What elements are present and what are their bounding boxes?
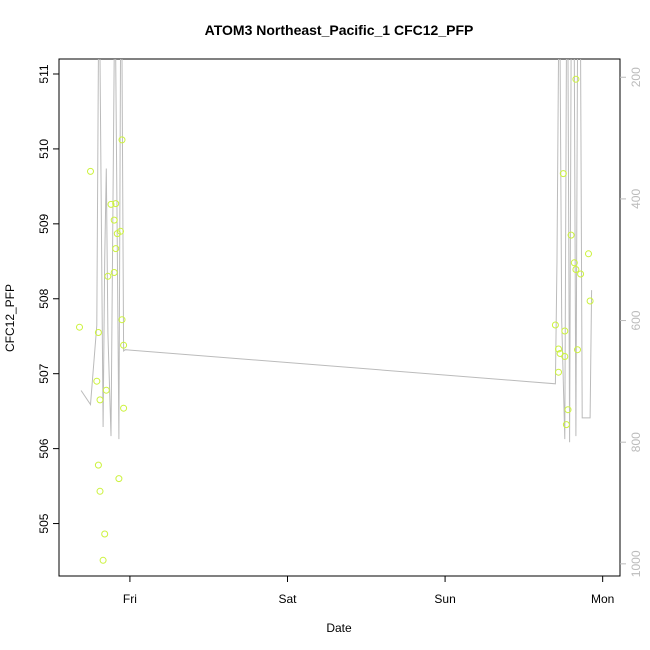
data-point (555, 345, 562, 353)
x-tick-label: Fri (123, 592, 137, 606)
data-point (115, 475, 123, 483)
y-tick-label: 505 (37, 513, 51, 533)
data-point (110, 269, 118, 276)
data-point (577, 270, 585, 278)
y-tick-label: 509 (37, 214, 51, 234)
data-point (570, 259, 578, 267)
x-tick-label: Sat (278, 592, 297, 606)
data-point (567, 231, 575, 239)
data-point (572, 266, 580, 273)
plot-area: 505 506 507 508 509 510 511 200 400 600 800 1000 Fri… (37, 58, 643, 606)
y2-tick-label: 800 (629, 432, 643, 452)
data-point (118, 136, 126, 144)
series-line (80, 59, 593, 443)
x-axis-label: Date (326, 621, 352, 635)
data-point (586, 297, 594, 305)
data-point (585, 250, 592, 258)
x-tick-label: Mon (591, 592, 614, 606)
data-point (104, 272, 112, 280)
y2-tick-label: 400 (629, 189, 643, 209)
data-point (561, 353, 569, 360)
data-point (561, 327, 569, 335)
y-tick-label: 507 (37, 363, 51, 383)
data-point (93, 377, 101, 385)
y2-tick-label: 600 (629, 310, 643, 330)
data-point (102, 386, 110, 394)
y-tick-label: 510 (37, 139, 51, 159)
data-point (120, 404, 128, 412)
data-point (94, 329, 102, 336)
data-point (94, 461, 102, 469)
data-point (562, 421, 570, 429)
x-tick-label: Sun (434, 592, 455, 606)
chart-title: ATOM3 Northeast_Pacific_1 CFC12_PFP (205, 22, 474, 38)
y-tick-label: 511 (37, 64, 51, 83)
data-point (112, 200, 120, 208)
data-point (107, 200, 115, 208)
data-point (559, 170, 567, 178)
y-tick-label: 506 (37, 438, 51, 458)
data-point (120, 341, 128, 349)
plot-frame (58, 58, 621, 577)
data-point (76, 323, 83, 331)
data-point (118, 316, 126, 324)
data-point (99, 556, 107, 564)
y2-tick-label: 1000 (629, 550, 643, 577)
data-point (555, 368, 562, 376)
data-point (112, 245, 120, 253)
y-tick-label: 508 (37, 288, 51, 308)
data-point (87, 167, 94, 175)
data-point (551, 321, 559, 329)
data-point (572, 75, 580, 83)
data-point (117, 227, 124, 235)
data-point (96, 487, 104, 495)
y2-tick-label: 200 (629, 67, 643, 87)
data-point (110, 216, 118, 224)
data-point (574, 346, 581, 354)
data-point (96, 396, 104, 404)
y-axis-label: CFC12_PFP (3, 284, 17, 352)
data-point (101, 530, 109, 538)
data-point (564, 406, 572, 414)
